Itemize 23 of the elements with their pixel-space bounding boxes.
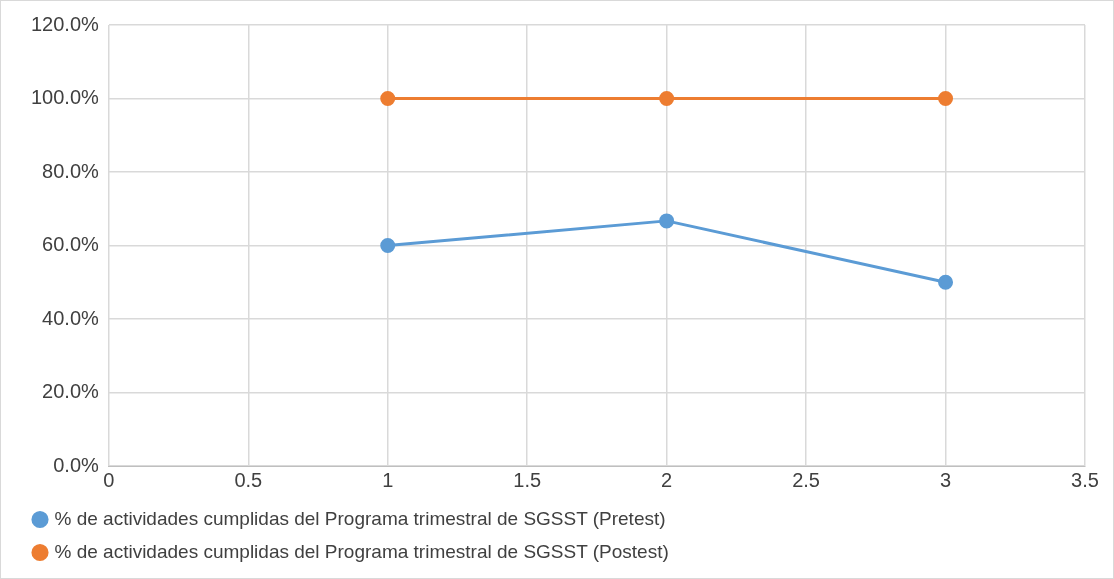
x-tick-label: 3.5 (1071, 468, 1099, 491)
y-tick-label: 100.0% (30, 86, 100, 109)
x-tick-label: 2 (661, 468, 673, 491)
x-tick-label: 1.5 (513, 468, 542, 491)
y-tick-label: 40.0% (42, 306, 100, 329)
x-tick-label: 3 (939, 468, 952, 491)
y-tick-label: 120.0% (30, 12, 100, 35)
x-tick-label: 2.5 (792, 468, 820, 491)
x-tick-label: 0.5 (234, 468, 263, 491)
y-tick-label: 0.0% (53, 453, 100, 476)
point (938, 274, 954, 290)
point (380, 91, 396, 106)
point (380, 238, 396, 253)
point (938, 91, 954, 106)
y-tick-label: 80.0% (42, 159, 100, 182)
point (659, 91, 675, 106)
legend-label: % de actividades cumplidas del Programa trimestral de SGSST (Postest) (54, 540, 669, 562)
legend-label: % de actividades cumplidas del Programa trimestral de SGSST (Pretest) (54, 507, 666, 529)
y-tick-label: 60.0% (42, 233, 100, 256)
point (659, 213, 675, 229)
y-tick-label: 20.0% (42, 380, 100, 403)
x-tick-label: 0 (103, 468, 115, 491)
x-tick-label: 1 (382, 468, 394, 491)
